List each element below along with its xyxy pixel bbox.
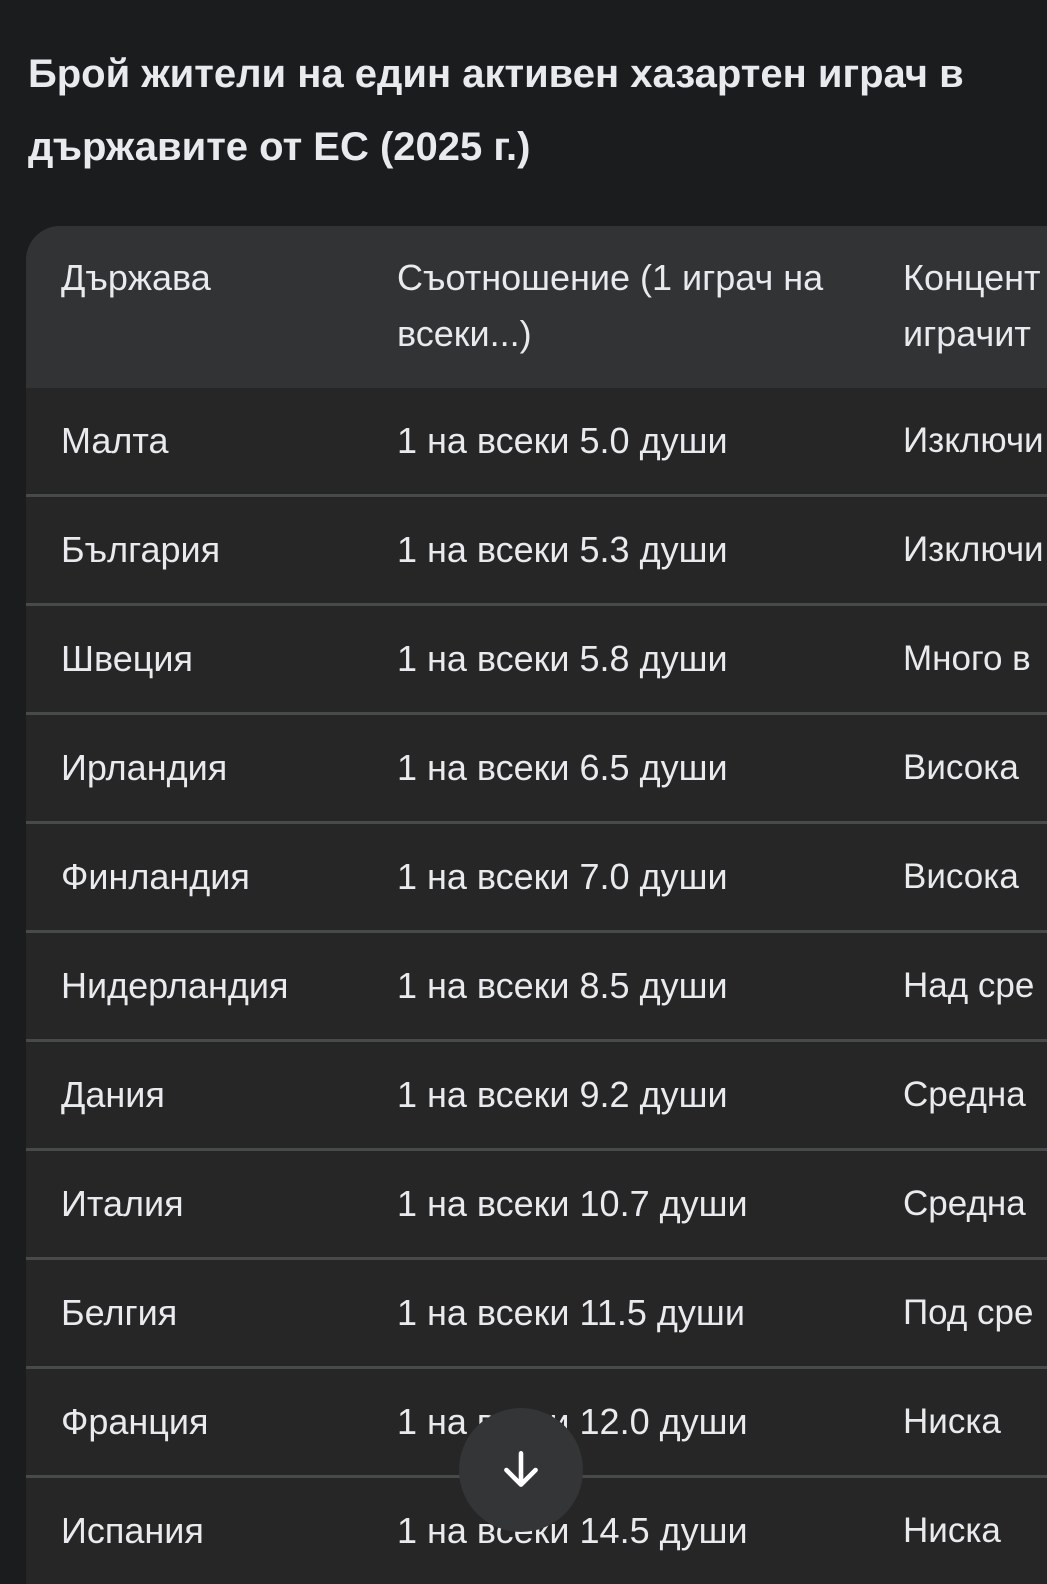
cell-country: Швеция [61,638,193,679]
table-row: Белгия 1 на всеки 11.5 души Под сре [26,1257,1047,1366]
table-row: Швеция 1 на всеки 5.8 души Много в [26,603,1047,712]
cell-country: Дания [61,1074,165,1115]
cell-concentration: Ниска [903,1402,1001,1441]
table-row: Дания 1 на всеки 9.2 души Средна [26,1039,1047,1148]
table-row: Финландия 1 на всеки 7.0 души Висока [26,821,1047,930]
cell-ratio: 1 на всеки 8.5 души [397,965,728,1006]
cell-ratio: 1 на всеки 5.8 души [397,638,728,679]
cell-country: България [61,529,221,570]
cell-ratio: 1 на всеки 10.7 души [397,1183,748,1224]
cell-concentration: Изключи [903,421,1044,460]
cell-ratio: 1 на всеки 9.2 души [397,1074,728,1115]
cell-ratio: 1 на всеки 14.5 души [397,1510,748,1551]
cell-country: Финландия [61,856,250,897]
header-country: Държава [61,257,211,298]
cell-concentration: Средна [903,1075,1026,1114]
cell-concentration: Ниска [903,1511,1001,1550]
cell-country: Белгия [61,1292,178,1333]
table-row: Малта 1 на всеки 5.0 души Изключи [26,388,1047,494]
cell-concentration: Изключи [903,530,1044,569]
cell-country: Франция [61,1401,209,1442]
cell-country: Малта [61,420,169,461]
cell-ratio: 1 на всеки 12.0 души [397,1401,748,1442]
table-row: Нидерландия 1 на всеки 8.5 души Над сре [26,930,1047,1039]
cell-ratio: 1 на всеки 6.5 души [397,747,728,788]
table-body: Малта 1 на всеки 5.0 души Изключи България 1… [26,388,1047,1584]
cell-concentration: Много в [903,639,1031,678]
cell-ratio: 1 на всеки 5.3 души [397,529,728,570]
header-ratio: Съотношение (1 играч на всеки...) [397,257,824,354]
data-table: Държава Съотношение (1 играч на всеки...… [26,226,1047,1584]
cell-concentration: Висока [903,857,1019,896]
table-header: Държава Съотношение (1 играч на всеки...… [26,226,1047,388]
cell-concentration: Под сре [903,1293,1034,1332]
table-row: България 1 на всеки 5.3 души Изключи [26,494,1047,603]
cell-country: Ирландия [61,747,228,788]
scroll-down-button[interactable] [459,1408,583,1532]
page-title: Брой жители на един активен хазартен игр… [28,52,964,169]
cell-country: Италия [61,1183,184,1224]
cell-concentration: Средна [903,1184,1026,1223]
cell-ratio: 1 на всеки 7.0 души [397,856,728,897]
table-row: Италия 1 на всеки 10.7 души Средна [26,1148,1047,1257]
cell-concentration: Над сре [903,966,1035,1005]
cell-country: Нидерландия [61,965,289,1006]
cell-country: Испания [61,1510,204,1551]
cell-ratio: 1 на всеки 5.0 души [397,420,728,461]
header-concentration: Концент играчит [903,257,1041,354]
cell-concentration: Висока [903,748,1019,787]
arrow-down-icon [504,1451,538,1487]
cell-ratio: 1 на всеки 11.5 души [397,1292,745,1333]
table-row: Ирландия 1 на всеки 6.5 души Висока [26,712,1047,821]
